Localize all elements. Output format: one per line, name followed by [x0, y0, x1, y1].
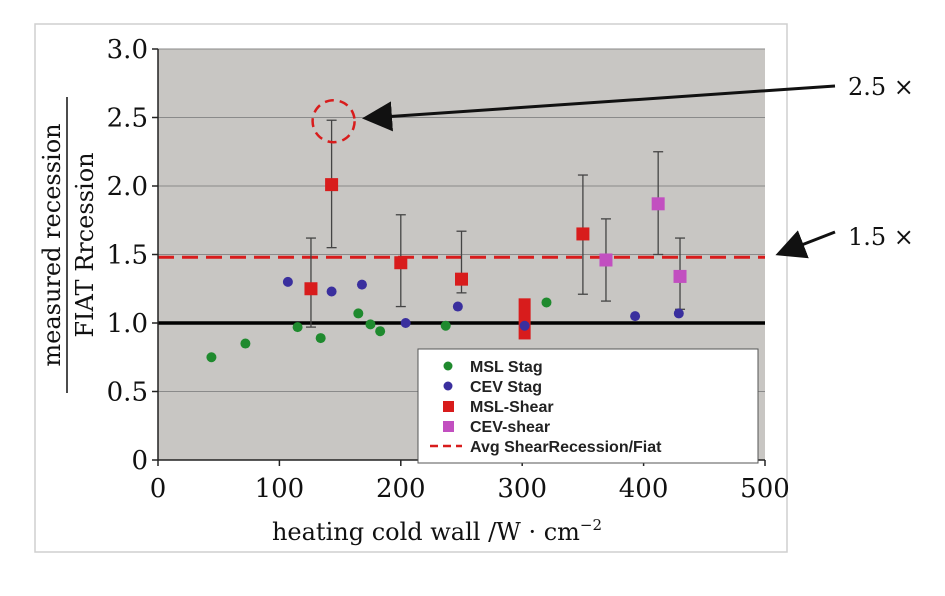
legend-label-cev-shear: CEV-shear	[470, 419, 550, 436]
point-cev-stag-4	[452, 301, 463, 312]
x-tick-label-0: 0	[150, 474, 167, 504]
legend-label-msl-stag: MSL Stag	[470, 359, 543, 376]
x-axis-label: heating cold wall /W · cm−2	[272, 516, 602, 546]
point-cev-stag-7	[673, 308, 684, 319]
y-tick-label-2.0: 2.0	[107, 172, 148, 202]
point-cev-shear-1	[651, 197, 665, 211]
legend-label-msl-shear: MSL-Shear	[470, 399, 554, 416]
annotation-arrow-2-5	[362, 84, 836, 132]
x-tick-label-500: 500	[740, 474, 790, 504]
annotation-arrow-1-5	[775, 230, 836, 259]
point-msl-stag-2	[292, 322, 303, 333]
point-cev-stag-3	[400, 318, 411, 328]
point-msl-shear-2	[394, 256, 408, 270]
point-msl-stag-6	[375, 326, 386, 337]
point-cev-stag-2	[356, 279, 367, 290]
point-msl-stag-5	[365, 319, 376, 330]
point-msl-shear-3	[455, 272, 468, 286]
msl-shear-bar-marker	[518, 298, 531, 340]
y-label-numerator: measured recession	[38, 123, 66, 366]
x-tick-label-200: 200	[376, 474, 426, 504]
data-points	[206, 178, 687, 363]
point-msl-stag-1	[240, 338, 251, 349]
point-msl-shear-1	[325, 178, 339, 192]
x-tick-label-100: 100	[255, 474, 305, 504]
x-tick-labels: 0 100 200 300 400 500	[150, 460, 790, 504]
point-msl-stag-7	[440, 320, 451, 331]
legend-box	[417, 348, 759, 464]
y-tick-label-0.5: 0.5	[107, 378, 148, 408]
legend-marker-msl-shear	[443, 401, 454, 412]
point-msl-stag-8	[541, 297, 552, 308]
point-msl-stag-0	[206, 352, 217, 363]
point-cev-shear-2	[673, 269, 687, 283]
point-msl-stag-3	[315, 333, 326, 344]
highlight-circle	[311, 98, 356, 144]
legend-marker-cev-shear	[443, 421, 454, 432]
point-msl-stag-4	[353, 308, 364, 319]
legend-label-cev-stag: CEV Stag	[470, 379, 542, 396]
legend-label-avg: Avg ShearRecession/Fiat	[470, 439, 662, 456]
x-label-main: heating cold wall /W · cm	[272, 518, 580, 546]
annotation-label-2-5: 2.5 ×	[848, 73, 914, 101]
y-tick-labels: 0 0.5 1.0 1.5 2.0 2.5 3.0	[107, 35, 158, 476]
y-tick-label-2.5: 2.5	[107, 104, 148, 134]
point-cev-stag-6	[630, 311, 641, 322]
y-tick-label-0: 0	[131, 446, 148, 476]
legend: MSL Stag CEV Stag MSL-Shear CEV-shear Av…	[417, 348, 759, 464]
x-tick-label-300: 300	[497, 474, 547, 504]
legend-marker-msl-stag	[443, 361, 453, 371]
legend-marker-cev-stag	[443, 381, 453, 391]
point-cev-shear-0	[599, 253, 613, 267]
y-tick-label-3.0: 3.0	[107, 35, 148, 65]
annotation-label-1-5: 1.5 ×	[848, 223, 914, 251]
point-msl-shear-0	[304, 282, 318, 296]
point-msl-shear-4	[576, 227, 590, 241]
x-tick-label-400: 400	[619, 474, 669, 504]
y-tick-label-1.5: 1.5	[107, 241, 148, 271]
point-cev-stag-5	[519, 320, 530, 331]
y-axis-label: measured recession FIAT Rrcession	[38, 97, 99, 393]
y-tick-label-1.0: 1.0	[107, 309, 148, 339]
x-label-exponent: −2	[580, 516, 602, 534]
point-cev-stag-0	[282, 276, 293, 287]
point-cev-stag-1	[326, 286, 337, 297]
y-label-denominator: FIAT Rrcession	[71, 152, 99, 337]
